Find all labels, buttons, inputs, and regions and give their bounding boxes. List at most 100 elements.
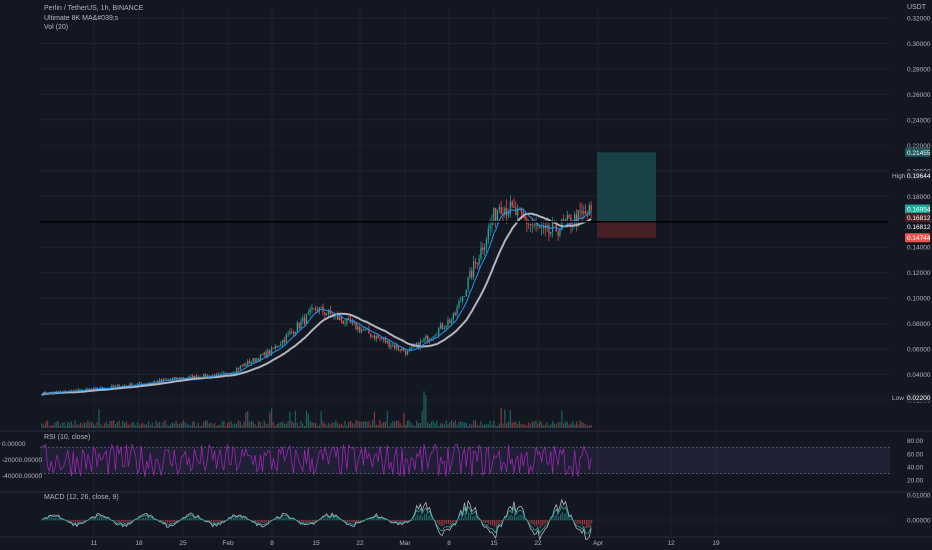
volume-bar [201, 425, 203, 428]
high-value-tag: 0.19644 [907, 173, 931, 180]
macd-histogram-bar [321, 519, 323, 521]
macd-histogram-bar [429, 514, 431, 521]
candle-body [348, 318, 350, 319]
volume-bar [138, 425, 140, 428]
volume-bar [579, 420, 581, 428]
volume-bar [265, 423, 267, 428]
macd-histogram-bar [98, 517, 101, 521]
indicator-ma-label[interactable]: Ultimate 8K MA&#039;s [44, 14, 119, 22]
macd-histogram-bar [532, 520, 534, 525]
candle-body [416, 342, 418, 347]
price-tick: 0.14000 [907, 245, 931, 252]
volume-bar [390, 422, 392, 428]
volume-bar [456, 424, 458, 428]
macd-histogram-bar [414, 517, 416, 521]
low-value-tag: 0.02200 [907, 395, 931, 402]
macd-histogram-bar [192, 517, 194, 521]
macd-histogram-bar [589, 520, 591, 528]
price-tags: 0.21455High0.196440.1695406:190.168120.1… [890, 147, 931, 402]
candle-body [381, 338, 383, 340]
macd-histogram-bar [170, 520, 172, 523]
macd-histogram-bar [554, 515, 556, 521]
macd-histogram-bar [280, 518, 282, 521]
macd-histogram-bar [190, 517, 192, 521]
macd-histogram-bar [370, 519, 372, 521]
rsi-pane: 80.00 60.00 40.00 20.00 0.00000 -20000.00000 -… [2, 438, 924, 485]
candle-body [283, 339, 286, 343]
volume-bar [342, 425, 344, 428]
high-value-tag-bg [905, 170, 930, 180]
macd-label[interactable]: MACD (12, 26, close, 9) [44, 494, 119, 501]
macd-histogram-bar [75, 520, 77, 522]
symbol-title[interactable]: Perlin / TetherUS, 1h, BINANCE [44, 5, 144, 12]
rsi-left-tick: -20000.00000 [2, 457, 43, 464]
volume-bar [425, 395, 427, 428]
volume-bar [245, 412, 247, 428]
candle-body [504, 207, 506, 215]
volume-bar [577, 424, 579, 428]
candle-body [458, 301, 460, 308]
macd-histogram-bar [449, 520, 451, 525]
macd-histogram-bar [166, 520, 168, 524]
volume-bar [89, 422, 91, 428]
candle-body [327, 310, 330, 315]
candle-body [585, 211, 587, 214]
candle-body [212, 375, 214, 376]
macd-histogram-bar [207, 520, 209, 521]
candle-body [555, 221, 557, 232]
indicator-vol-label[interactable]: Vol (20) [44, 24, 69, 31]
candle-body [581, 211, 583, 214]
volume-bar [151, 422, 153, 428]
volume-bar [573, 424, 576, 428]
candle-body [329, 310, 331, 315]
ma-slow-line [41, 212, 592, 396]
macd-histogram-bar [556, 513, 558, 521]
macd-histogram-bar [488, 520, 490, 525]
macd-histogram-bar [229, 518, 231, 521]
stop-tag: 0.14744 [907, 235, 931, 242]
candle-body [320, 306, 322, 308]
macd-histogram-bar [102, 518, 104, 521]
candle-body [480, 247, 482, 259]
volume-bar [291, 421, 293, 428]
volume-bar [403, 412, 405, 428]
candle-body [487, 228, 489, 240]
candle-body [414, 346, 416, 347]
rsi-label[interactable]: RSI (10, close) [44, 434, 91, 441]
macd-histogram-bar [302, 520, 304, 522]
volume-bar [551, 421, 554, 428]
macd-histogram-bar [152, 518, 154, 521]
volume-bar [105, 421, 107, 428]
macd-histogram-bar [339, 519, 341, 521]
volume-bar [373, 411, 376, 428]
volume-bar [43, 424, 45, 428]
macd-histogram-bar [570, 517, 573, 521]
candle-body [346, 318, 348, 324]
volume-bar [109, 420, 111, 428]
candle-body [544, 226, 546, 229]
macd-histogram-bar [244, 518, 246, 521]
macd-histogram-bar [506, 518, 508, 521]
candle-body [542, 226, 545, 228]
candle-body [590, 205, 592, 211]
candle-body [515, 207, 517, 216]
macd-histogram-bar [95, 519, 97, 521]
volume-bar [298, 425, 300, 428]
volume-bar [327, 422, 330, 428]
macd-histogram-bar [558, 516, 560, 521]
volume-bar [482, 425, 484, 428]
volume-bar [223, 420, 225, 428]
volume-bar [491, 424, 493, 428]
price-tick: 0.04000 [907, 372, 931, 379]
candle-body [302, 317, 304, 322]
macd-histogram-bar [378, 518, 380, 521]
macd-histogram-bar [297, 520, 299, 521]
macd-histogram-bar [348, 520, 350, 523]
candle-body [101, 387, 104, 389]
macd-histogram-bar [367, 519, 369, 521]
macd-histogram-bar [552, 518, 554, 521]
macd-histogram-bar [80, 520, 82, 522]
currency-unit: USDT [906, 4, 926, 11]
candle-body [241, 365, 243, 367]
